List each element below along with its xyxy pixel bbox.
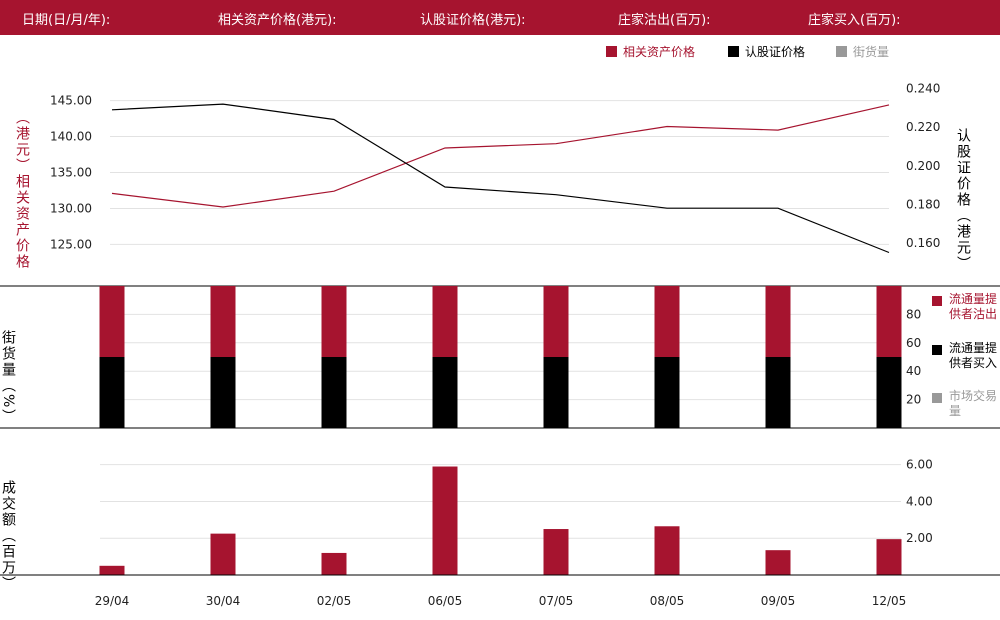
legend-label-market-volume: 市场交易量: [949, 389, 998, 418]
right-y-tick-label: 0.240: [906, 82, 940, 96]
right-axis-title-text: 认股证价格: [955, 128, 971, 208]
chart-area: 145.00 140.00 135.00 130.00 125.00 0.240 0.220…: [0, 82, 1000, 608]
street-y-tick-label: 80: [906, 307, 921, 321]
right-y-tick-label: 0.180: [906, 197, 940, 211]
street-y-tick-label: 20: [906, 393, 921, 407]
x-tick-label: 08/05: [650, 594, 685, 608]
legend-swatch-underlying: [606, 46, 617, 57]
bar-mm-sell: [321, 286, 347, 357]
x-tick-label: 30/04: [206, 594, 241, 608]
bar-mm-sell: [654, 286, 680, 357]
street-axis-title-unit: （%）: [0, 378, 16, 426]
legend-swatch-warrant: [728, 46, 739, 57]
legend-swatch-mm-sell: [932, 296, 942, 306]
mm-sell-label: 庄家沽出(百万):: [618, 13, 711, 28]
bar-turnover: [543, 529, 569, 575]
right-y-tick-label: 0.160: [906, 236, 940, 250]
legend-label-mm-buy: 流通量提供者买入: [949, 341, 998, 370]
bar-turnover: [654, 526, 680, 575]
legend-label-warrant: 认股证价格: [745, 45, 806, 59]
legend-item-mm-sell: 流通量提供者沽出: [932, 292, 1000, 322]
left-y-tick-label: 130.00: [50, 201, 92, 215]
right-axis-title: 认股证价格（港元）: [955, 128, 971, 272]
x-tick-label: 06/05: [428, 594, 463, 608]
mm-buy-label: 庄家买入(百万):: [808, 13, 901, 28]
left-y-tick-label: 145.00: [50, 94, 92, 108]
street-axis-title: 街货量（%）: [0, 330, 16, 425]
bar-mm-sell: [210, 286, 236, 357]
underlying-price-label: 相关资产价格(港元):: [218, 13, 337, 28]
series-line-warrant-price: [111, 103, 890, 254]
street-axis-title-text: 街货量: [0, 330, 16, 378]
bar-mm-buy: [99, 357, 125, 428]
bar-turnover: [432, 466, 458, 575]
bar-mm-buy: [321, 357, 347, 428]
bar-turnover: [321, 552, 347, 575]
bar-mm-buy: [543, 357, 569, 428]
legend-label-street: 街货量: [853, 45, 890, 59]
bar-mm-sell: [876, 286, 902, 357]
bar-turnover: [99, 565, 125, 575]
street-y-tick-label: 40: [906, 364, 921, 378]
right-axis-title-unit: （港元）: [955, 208, 971, 272]
x-tick-label: 07/05: [539, 594, 574, 608]
turnover-axis-title-unit: （百万）: [0, 528, 16, 592]
bar-mm-sell: [543, 286, 569, 357]
info-header-bar: 日期(日/月/年): 相关资产价格(港元): 认股证价格(港元): 庄家沽出(百…: [0, 0, 1000, 35]
bar-turnover: [876, 539, 902, 575]
legend-swatch-street: [836, 46, 847, 57]
left-y-tick-label: 140.00: [50, 130, 92, 144]
bar-turnover: [765, 550, 791, 575]
bar-mm-buy: [210, 357, 236, 428]
bar-mm-sell: [765, 286, 791, 357]
legend-item-underlying: 相关资产价格: [606, 43, 695, 60]
left-axis-title-unit: （港元）: [14, 110, 30, 174]
legend-item-market-volume: 市场交易量: [932, 389, 1000, 419]
turnover-y-tick-label: 4.00: [906, 494, 933, 508]
left-y-tick-label: 125.00: [50, 237, 92, 251]
x-tick-label: 29/04: [95, 594, 130, 608]
right-y-tick-label: 0.220: [906, 120, 940, 134]
bar-mm-buy: [876, 357, 902, 428]
bar-mm-buy: [765, 357, 791, 428]
turnover-axis-title: 成交额（百万）: [0, 480, 16, 592]
turnover-y-tick-label: 2.00: [906, 531, 933, 545]
bar-mm-sell: [99, 286, 125, 357]
left-y-tick-label: 135.00: [50, 166, 92, 180]
bar-turnover: [210, 533, 236, 575]
legend-swatch-market-volume: [932, 393, 942, 403]
date-label: 日期(日/月/年):: [22, 13, 111, 28]
left-axis-title: （港元）相关资产价格: [14, 110, 30, 270]
legend-label-underlying: 相关资产价格: [623, 45, 696, 59]
right-y-tick-label: 0.200: [906, 159, 940, 173]
turnover-axis-title-text: 成交额: [0, 480, 16, 528]
bar-mm-buy: [432, 357, 458, 428]
legend-item-warrant: 认股证价格: [728, 43, 805, 60]
street-y-tick-label: 60: [906, 336, 921, 350]
x-tick-label: 12/05: [872, 594, 907, 608]
bar-mm-sell: [432, 286, 458, 357]
x-tick-label: 09/05: [761, 594, 796, 608]
legend-item-street: 街货量: [836, 43, 889, 60]
series-line-underlying-price: [111, 104, 890, 208]
warrant-price-label: 认股证价格(港元):: [420, 13, 526, 28]
x-tick-label: 02/05: [317, 594, 352, 608]
legend-swatch-mm-buy: [932, 345, 942, 355]
bar-mm-buy: [654, 357, 680, 428]
turnover-y-tick-label: 6.00: [906, 458, 933, 472]
legend-label-mm-sell: 流通量提供者沽出: [949, 292, 998, 321]
legend-item-mm-buy: 流通量提供者买入: [932, 341, 1000, 371]
left-axis-title-text: 相关资产价格: [14, 174, 30, 270]
